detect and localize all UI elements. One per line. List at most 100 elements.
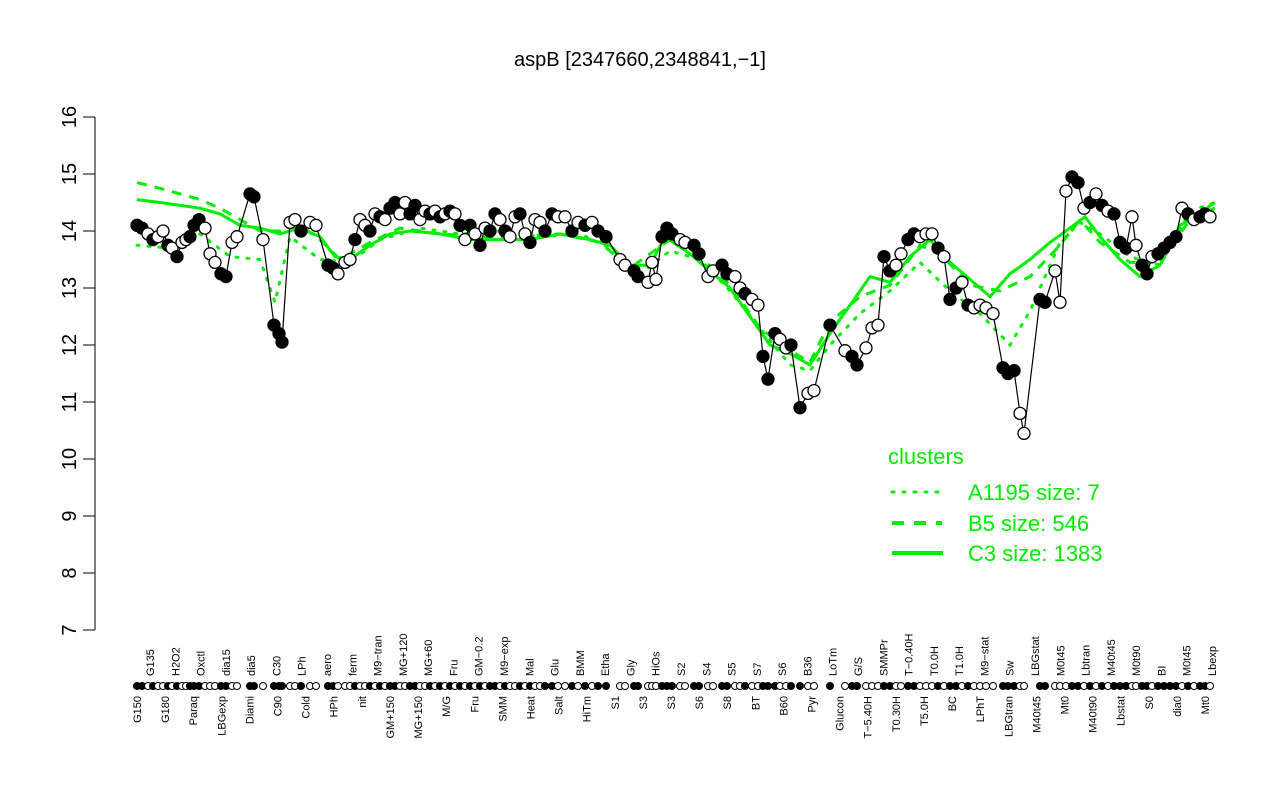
x-marker [602, 682, 610, 690]
data-point [343, 252, 357, 267]
data-point [256, 232, 270, 247]
x-marker [278, 682, 286, 690]
x-label-top: M0t90 [1131, 645, 1143, 676]
x-label-top: C30 [271, 656, 283, 676]
x-label-bottom: LBGexp [216, 696, 228, 736]
x-label-top: M0t45 [1182, 645, 1194, 676]
x-label-bottom: S1 [610, 696, 622, 709]
x-label-top: Sw [1005, 661, 1017, 676]
x-marker [1206, 682, 1214, 690]
y-tick-label: 11 [59, 392, 81, 413]
data-point [247, 190, 261, 204]
x-label-top: M0t45 [1055, 645, 1067, 676]
data-point [955, 275, 969, 289]
data-point [448, 207, 462, 221]
x-marker [621, 682, 629, 690]
x-label-bottom: HiTm [582, 696, 594, 722]
data-point [1107, 207, 1121, 221]
x-label-top: S5 [727, 663, 739, 676]
x-label-top: G135 [145, 649, 157, 676]
data-point [1203, 210, 1217, 224]
x-marker [764, 682, 772, 690]
data-point [1125, 210, 1139, 224]
y-tick-label: 16 [59, 106, 81, 128]
data-point [483, 224, 497, 238]
x-label-top: HiOs [651, 651, 663, 676]
x-marker [334, 682, 342, 690]
x-label-top: LBGstat [1030, 636, 1042, 676]
x-label-bottom: S3 [638, 696, 650, 709]
chart-title: aspB [2347660,2348841,−1] [514, 49, 766, 71]
x-marker [312, 682, 320, 690]
x-label-bottom: HPh [329, 696, 341, 717]
x-label-bottom: S6 [694, 696, 706, 709]
data-point [793, 401, 807, 415]
x-label-top: LPh [297, 656, 309, 676]
data-point [363, 224, 377, 238]
data-point [728, 269, 742, 284]
data-point [1089, 187, 1103, 201]
x-marker [233, 682, 241, 690]
x-label-top: GM−0.2 [474, 637, 486, 676]
x-marker [581, 682, 589, 690]
x-label-bottom: MG+150 [413, 696, 425, 739]
data-point [1140, 267, 1154, 281]
x-label-bottom: C90 [273, 696, 285, 716]
x-label-bottom: Diami [244, 696, 256, 724]
data-point [1007, 363, 1021, 378]
y-tick-label: 13 [59, 277, 81, 299]
y-tick-label: 14 [59, 220, 81, 242]
data-point [156, 224, 170, 238]
data-point [183, 230, 197, 244]
x-label-top: G/S [853, 657, 865, 676]
x-label-top: H2O2 [170, 647, 182, 676]
data-point [458, 232, 472, 247]
x-label-top: M40t45 [1106, 639, 1118, 676]
data-point [645, 255, 659, 270]
data-point [761, 372, 775, 386]
x-label-bottom: BC [947, 696, 959, 711]
x-marker [723, 682, 731, 690]
x-label-bottom: M40t45 [1031, 696, 1043, 733]
data-point [1129, 238, 1143, 252]
x-label-bottom: GM+150 [385, 696, 397, 739]
x-label-top: MG+60 [423, 640, 435, 676]
data-point [889, 258, 903, 272]
data-point [170, 249, 184, 264]
x-marker [1020, 682, 1028, 690]
y-tick-label: 9 [59, 510, 81, 521]
x-marker [709, 682, 717, 690]
x-marker [695, 682, 703, 690]
x-label-top: M9−tran [373, 635, 385, 676]
x-marker [250, 682, 258, 690]
x-label-top: Mal [524, 658, 536, 676]
x-marker [897, 682, 905, 690]
y-tick-label: 12 [59, 334, 81, 356]
x-marker [741, 682, 749, 690]
data-point [859, 341, 873, 355]
x-label-top: MG+120 [398, 634, 410, 677]
x-label-top: Oxctl [196, 651, 208, 676]
x-marker [681, 682, 689, 690]
data-point [538, 224, 552, 238]
data-point [631, 269, 645, 284]
data-point [230, 230, 244, 244]
x-label-top: S2 [676, 663, 688, 676]
x-label-top: SMMPr [878, 639, 890, 676]
x-label-bottom: S3 [666, 696, 678, 709]
x-marker [297, 682, 305, 690]
x-label-top: BI [1156, 666, 1168, 676]
x-label-bottom: M/G [441, 696, 453, 717]
x-label-bottom: G180 [160, 696, 172, 723]
data-point [309, 218, 323, 232]
data-point [408, 198, 422, 213]
y-tick-label: 8 [59, 567, 81, 578]
x-label-bottom: S0 [1144, 696, 1156, 709]
x-label-top: ferm [347, 654, 359, 676]
data-point [943, 292, 957, 307]
data-point [1169, 230, 1183, 244]
data-point [378, 212, 392, 227]
x-marker [982, 682, 990, 690]
x-marker [574, 682, 582, 690]
x-label-top: dia5 [246, 655, 258, 676]
